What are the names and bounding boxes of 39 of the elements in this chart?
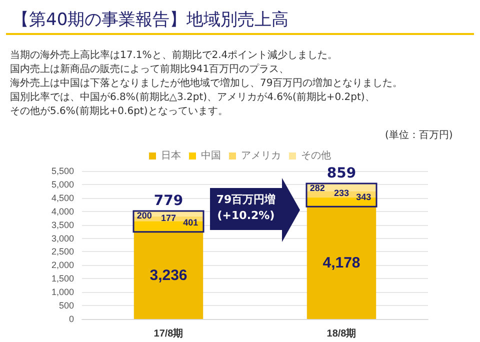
- text: 海外売上は中国は下落となりましたが他地域で増加し、79百万円の増加となりました。: [10, 77, 403, 91]
- y-tick-label: 0: [68, 314, 74, 324]
- text: (単位：百万円): [385, 129, 453, 142]
- x-tick-label: 17/8期: [154, 328, 184, 340]
- y-tick-label: 1,500: [51, 274, 74, 284]
- data-label: 343: [356, 192, 372, 202]
- data-label: 4,178: [322, 254, 360, 272]
- data-label: 282: [310, 182, 325, 193]
- y-tick-label: 1,000: [51, 287, 74, 298]
- y-tick-label: 4,500: [51, 192, 74, 203]
- y-tick-label: 3,000: [51, 233, 74, 244]
- text: 当期の海外売上高比率は17.1%と、前期比で2.4ポイント減少しました。: [10, 49, 339, 63]
- legend-label: その他: [301, 150, 331, 162]
- legend-label: 日本: [161, 150, 181, 162]
- data-label: 200: [136, 210, 152, 220]
- y-tick-label: 500: [58, 300, 74, 311]
- x-tick-label: 18/8期: [326, 328, 356, 340]
- bar: [134, 232, 204, 319]
- bar: [306, 206, 376, 319]
- y-tick-label: 2,500: [51, 246, 74, 257]
- text: 国別比率では、中国が6.8%(前期比△3.2pt)、アメリカが4.6%(前期比+0.2pt)、: [10, 91, 376, 105]
- annotation: 859: [326, 165, 356, 182]
- chart-title: 【第40期の事業報告】地域別売上高: [12, 9, 289, 31]
- data-label: 3,236: [150, 266, 188, 284]
- y-tick-label: 5,000: [51, 179, 74, 190]
- annotation: (+10.2%): [216, 208, 276, 224]
- legend-label: 中国: [201, 150, 221, 162]
- y-tick-label: 4,000: [51, 206, 74, 216]
- y-tick-label: 5,500: [51, 166, 74, 176]
- annotation: 79百万円増: [215, 192, 277, 208]
- data-label: 177: [160, 212, 176, 223]
- data-label: 233: [334, 188, 350, 198]
- legend-label: アメリカ: [241, 150, 281, 162]
- y-tick-label: 3,500: [51, 220, 74, 230]
- data-label: 401: [183, 217, 198, 228]
- annotation: 779: [154, 192, 184, 209]
- text: その他が5.6%(前期比+0.6pt)となっています。: [10, 105, 229, 119]
- text: 国内売上は新商品の販売によって前期比941百万円のプラス、: [10, 63, 290, 77]
- y-tick-label: 2,000: [51, 260, 74, 270]
